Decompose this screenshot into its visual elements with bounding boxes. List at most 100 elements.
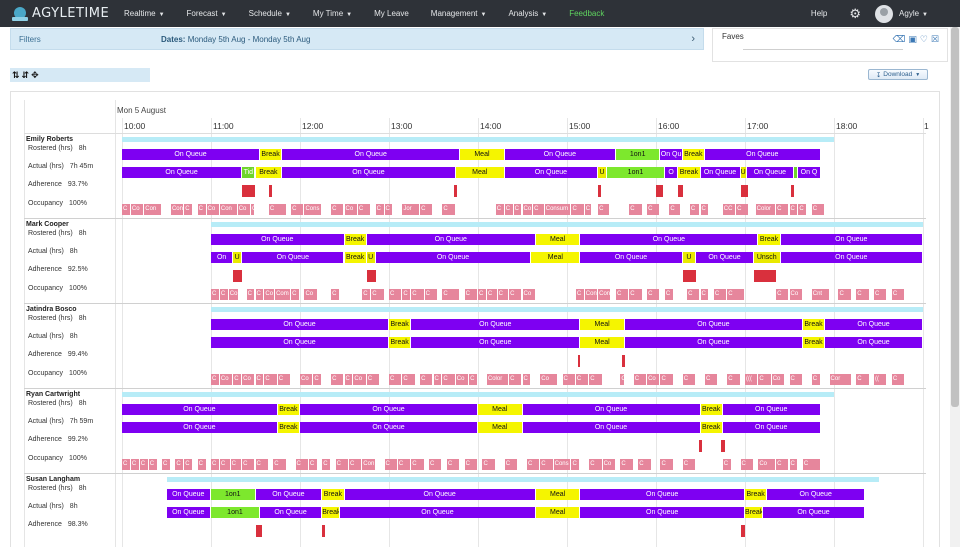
occupancy-block[interactable]: C bbox=[442, 289, 461, 300]
user-menu[interactable]: Agyle ▼ bbox=[899, 9, 928, 18]
rostered-segment[interactable]: Break bbox=[700, 404, 722, 415]
occupancy-block[interactable]: C bbox=[442, 204, 456, 215]
occupancy-block[interactable]: Co bbox=[647, 374, 661, 385]
occupancy-block[interactable]: C bbox=[429, 459, 443, 470]
occupancy-block[interactable]: C bbox=[313, 374, 323, 385]
occupancy-block[interactable]: C bbox=[322, 459, 332, 470]
occupancy-block[interactable]: Co bbox=[130, 204, 145, 215]
rostered-segment[interactable]: On Queue bbox=[411, 319, 580, 330]
adherence-mark[interactable] bbox=[453, 185, 457, 197]
occupancy-block[interactable]: Color bbox=[755, 204, 777, 215]
occupancy-block[interactable]: Co bbox=[771, 374, 786, 385]
occupancy-block[interactable]: C bbox=[251, 204, 256, 215]
nav-item-forecast[interactable]: Forecast ▼ bbox=[187, 9, 227, 18]
actual-segment[interactable]: Tid bbox=[242, 167, 255, 178]
occupancy-block[interactable]: C bbox=[273, 459, 287, 470]
occupancy-block[interactable]: C bbox=[268, 204, 287, 215]
adherence-mark[interactable] bbox=[753, 270, 777, 282]
occupancy-block[interactable]: C bbox=[798, 204, 808, 215]
rostered-segment[interactable]: 1on1 bbox=[615, 149, 660, 160]
occupancy-block[interactable]: C bbox=[389, 374, 403, 385]
adherence-mark[interactable] bbox=[598, 185, 601, 197]
occupancy-block[interactable]: C bbox=[411, 289, 425, 300]
nav-item-management[interactable]: Management ▼ bbox=[431, 9, 487, 18]
occupancy-block[interactable]: C bbox=[727, 289, 745, 300]
occupancy-block[interactable]: C bbox=[348, 459, 363, 470]
occupancy-block[interactable]: C bbox=[811, 374, 821, 385]
rostered-segment[interactable]: Break bbox=[277, 404, 299, 415]
occupancy-block[interactable]: C bbox=[589, 459, 603, 470]
occupancy-block[interactable]: C bbox=[219, 459, 231, 470]
occupancy-block[interactable]: Co bbox=[522, 289, 536, 300]
actual-segment[interactable]: On Queue bbox=[282, 167, 455, 178]
occupancy-block[interactable]: C bbox=[615, 289, 630, 300]
occupancy-block[interactable]: C bbox=[211, 374, 220, 385]
occupancy-block[interactable]: C bbox=[411, 459, 425, 470]
rostered-segment[interactable]: Break bbox=[802, 319, 825, 330]
occupancy-block[interactable]: Con bbox=[598, 289, 612, 300]
rostered-segment[interactable]: Meal bbox=[478, 404, 522, 415]
occupancy-block[interactable]: C bbox=[148, 459, 158, 470]
adherence-mark[interactable] bbox=[366, 270, 376, 282]
page-scrollbar[interactable] bbox=[950, 27, 960, 547]
adherence-mark[interactable] bbox=[720, 440, 725, 452]
rostered-segment[interactable]: Meal bbox=[535, 234, 580, 245]
occupancy-block[interactable]: C bbox=[122, 459, 131, 470]
rostered-segment[interactable]: On Queue bbox=[211, 319, 388, 330]
gear-icon[interactable]: ⚙ bbox=[849, 5, 862, 21]
actual-segment[interactable]: On Queue bbox=[762, 507, 865, 518]
occupancy-block[interactable]: C bbox=[540, 459, 554, 470]
occupancy-block[interactable]: Co bbox=[455, 374, 470, 385]
nav-item-feedback[interactable]: Feedback bbox=[569, 9, 604, 18]
occupancy-block[interactable]: C bbox=[664, 289, 674, 300]
occupancy-block[interactable]: C bbox=[838, 289, 852, 300]
occupancy-block[interactable]: C bbox=[331, 289, 341, 300]
occupancy-block[interactable]: Co bbox=[300, 374, 314, 385]
occupancy-block[interactable]: C bbox=[891, 289, 906, 300]
rostered-segment[interactable]: Break bbox=[344, 234, 366, 245]
adherence-mark[interactable] bbox=[268, 185, 272, 197]
help-link[interactable]: Help bbox=[810, 9, 828, 18]
occupancy-block[interactable]: C bbox=[682, 374, 697, 385]
actual-segment[interactable]: 1on1 bbox=[607, 167, 664, 178]
scrollbar-thumb[interactable] bbox=[951, 27, 959, 407]
adherence-mark[interactable] bbox=[698, 440, 703, 452]
rostered-segment[interactable]: Break bbox=[389, 319, 411, 330]
occupancy-block[interactable]: C bbox=[464, 459, 478, 470]
actual-segment[interactable]: On Queue bbox=[375, 252, 531, 263]
faves-input[interactable] bbox=[743, 49, 903, 50]
occupancy-block[interactable]: C bbox=[184, 204, 194, 215]
occupancy-block[interactable]: C bbox=[722, 459, 732, 470]
occupancy-block[interactable]: C bbox=[277, 374, 292, 385]
occupancy-block[interactable]: C bbox=[562, 374, 576, 385]
rostered-segment[interactable]: On Queue bbox=[780, 234, 922, 245]
occupancy-block[interactable]: C bbox=[295, 459, 309, 470]
actual-segment[interactable]: On Queue bbox=[624, 337, 802, 348]
adherence-mark[interactable] bbox=[577, 355, 581, 367]
actual-segment[interactable]: On Queue bbox=[411, 337, 580, 348]
occupancy-block[interactable]: C bbox=[874, 289, 888, 300]
occupancy-block[interactable]: C bbox=[776, 459, 790, 470]
occupancy-block[interactable]: C bbox=[856, 374, 870, 385]
occupancy-block[interactable]: C bbox=[402, 374, 416, 385]
occupancy-block[interactable]: Con bbox=[584, 289, 599, 300]
rostered-segment[interactable]: Break bbox=[758, 234, 780, 245]
occupancy-block[interactable]: C bbox=[811, 204, 826, 215]
occupancy-block[interactable]: C bbox=[687, 289, 701, 300]
occupancy-block[interactable]: C bbox=[856, 289, 870, 300]
occupancy-block[interactable]: C bbox=[584, 204, 592, 215]
occupancy-block[interactable]: C bbox=[509, 289, 523, 300]
occupancy-block[interactable]: CC bbox=[722, 204, 737, 215]
rostered-segment[interactable]: 1on1 bbox=[211, 489, 255, 500]
actual-segment[interactable]: On Queue bbox=[300, 422, 477, 433]
occupancy-block[interactable]: C bbox=[291, 204, 305, 215]
nav-item-my-leave[interactable]: My Leave bbox=[374, 9, 409, 18]
occupancy-block[interactable]: C bbox=[660, 459, 674, 470]
occupancy-block[interactable]: C bbox=[331, 204, 345, 215]
occupancy-block[interactable]: C bbox=[397, 459, 412, 470]
actual-segment[interactable]: U bbox=[740, 167, 746, 178]
occupancy-block[interactable]: Cons bbox=[553, 459, 572, 470]
occupancy-block[interactable]: C bbox=[598, 204, 610, 215]
rostered-segment[interactable]: On Queue bbox=[825, 319, 922, 330]
occupancy-block[interactable]: Co bbox=[353, 374, 367, 385]
